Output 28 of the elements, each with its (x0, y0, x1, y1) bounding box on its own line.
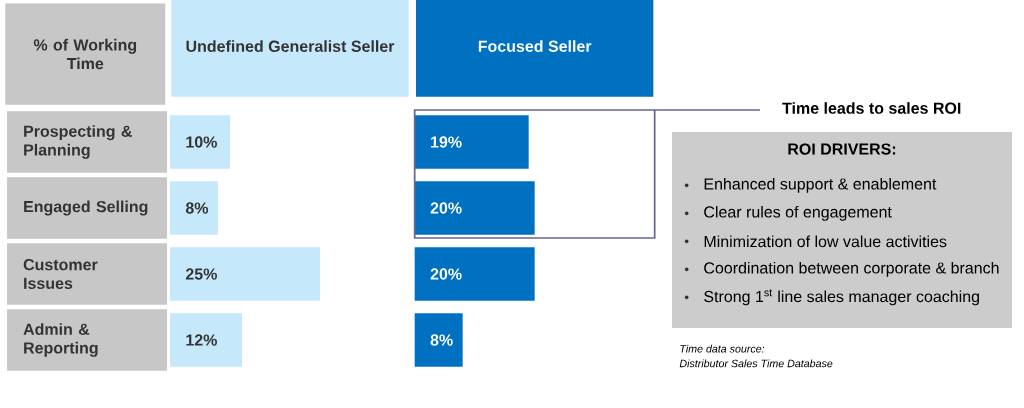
data-label: 20% (430, 202, 462, 214)
text: ROI DRIVERS: (788, 143, 896, 155)
text: Minimization of low value activities (704, 235, 947, 248)
chart-title: Undefined Generalist Seller (186, 40, 395, 52)
y-tick-label: Prospecting & Planning (24, 125, 132, 159)
chart-title: Focused Seller (478, 40, 592, 52)
y-tick-label: Engaged Selling (24, 200, 148, 216)
data-label: 20% (430, 268, 462, 280)
bar (170, 115, 230, 169)
data-label: 19% (431, 136, 462, 148)
text: Strong 1$^{st}$ line sales manager coaching (704, 289, 979, 306)
bar (170, 247, 320, 301)
y-axis-title: % of Working Time (33, 38, 137, 70)
bar (170, 313, 242, 367)
bar (170, 181, 219, 235)
text: Time leads to sales ROI (782, 102, 961, 114)
data-label: 12% (186, 334, 217, 346)
data-label: 8% (430, 334, 453, 346)
text: Enhanced support & enablement (704, 177, 937, 193)
data-label: 10% (186, 136, 217, 148)
y-tick-label: Admin & Reporting (23, 323, 98, 357)
text: Time data source: (680, 344, 765, 353)
data-label: 8% (185, 202, 209, 214)
y-tick-label: Customer Issues (23, 259, 98, 289)
text: Coordination between corporate & branch (704, 261, 999, 277)
text: Distributor Sales Time Database (679, 359, 833, 368)
data-label: 25% (185, 268, 217, 280)
text: Clear rules of engagement (704, 205, 892, 221)
